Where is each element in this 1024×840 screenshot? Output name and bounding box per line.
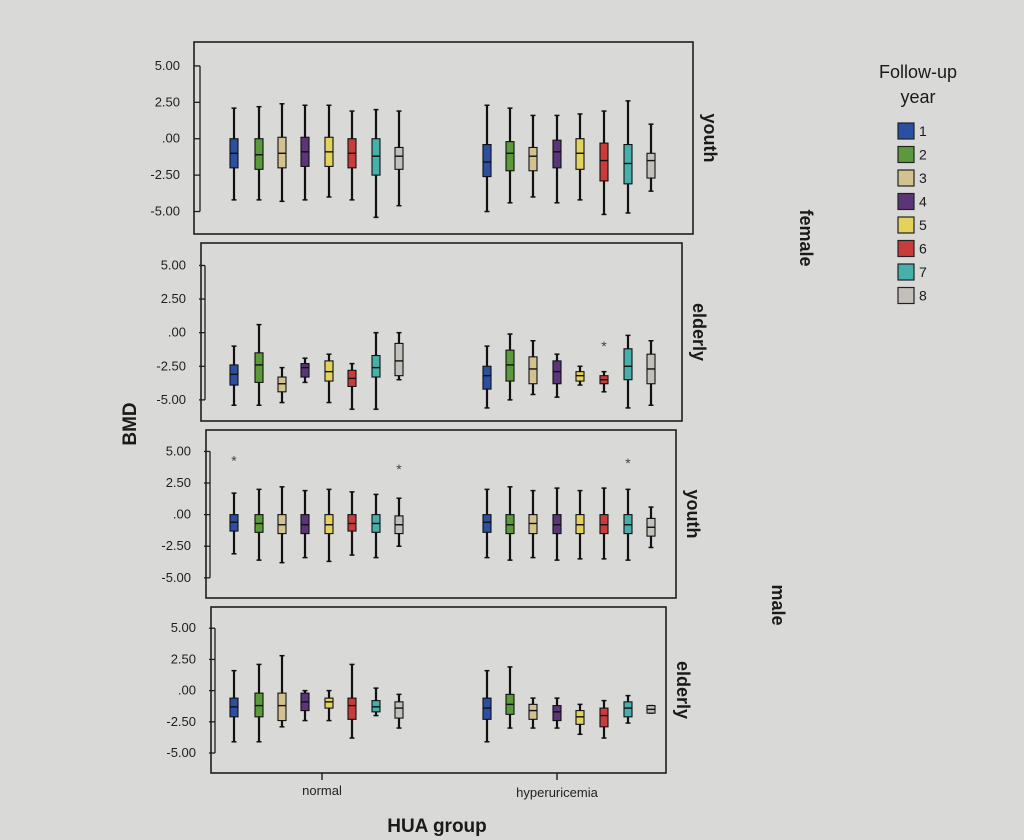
- y-tick-label: .00: [168, 325, 186, 340]
- box-year-8: [394, 146, 404, 170]
- facet-label-youth: youth: [683, 490, 703, 539]
- box-year-1: [482, 514, 492, 533]
- legend-swatch-6: [897, 239, 915, 258]
- panel-frame: [210, 606, 667, 774]
- outlier-marker: *: [396, 461, 402, 477]
- x-axis-title: HUA group: [387, 816, 487, 837]
- legend-swatch-4: [897, 192, 915, 211]
- panel-frame: [200, 242, 683, 422]
- legend-swatch-7: [897, 263, 915, 281]
- y-tick-label: -5.00: [156, 392, 186, 407]
- y-tick-label: .00: [178, 683, 196, 698]
- legend-swatch-2: [897, 145, 915, 164]
- box-year-8: [394, 701, 404, 719]
- y-tick-label: .00: [162, 131, 180, 146]
- y-tick-label: 5.00: [166, 443, 191, 458]
- legend-label-5: 5: [919, 217, 927, 233]
- y-tick-label: 5.00: [171, 620, 196, 635]
- box-year-3: [277, 692, 287, 722]
- panel-female-youth: 5.00 2.50 .00 -2.50 -5.00 youth: [150, 41, 720, 235]
- box-year-2: [505, 141, 515, 172]
- legend-label-7: 7: [919, 264, 927, 280]
- legend-swatch-3: [897, 169, 915, 187]
- legend-items: 1 2 3 4 5 6 7 8: [897, 122, 927, 305]
- y-tick-label: -2.50: [150, 167, 180, 182]
- y-tick-label: -2.50: [156, 358, 186, 373]
- box-year-7: [623, 144, 633, 185]
- box-year-2: [254, 138, 264, 170]
- y-tick-label: 2.50: [171, 651, 196, 666]
- y-tick-label: -5.00: [166, 745, 196, 760]
- box-year-1: [482, 365, 492, 390]
- legend-label-6: 6: [919, 241, 927, 257]
- box-year-3: [528, 356, 538, 385]
- y-tick-label: 2.50: [161, 291, 186, 306]
- legend-label-3: 3: [919, 170, 927, 186]
- y-axis-title: BMD: [120, 402, 141, 445]
- box-year-3: [528, 703, 538, 720]
- legend-title-line2: year: [900, 87, 935, 107]
- box-year-7: [623, 701, 633, 718]
- y-tick-label: -5.00: [161, 570, 191, 585]
- y-tick-label: -2.50: [161, 538, 191, 553]
- box-year-2: [254, 352, 264, 383]
- panel-frame: [205, 429, 677, 599]
- facet-label-elderly: elderly: [673, 661, 693, 719]
- legend-swatch-1: [897, 122, 915, 140]
- outlier-marker: *: [231, 452, 237, 468]
- panel-frame: [193, 41, 694, 235]
- panel-male-elderly: 5.00 2.50 .00 -2.50 -5.00 elderly: [166, 606, 693, 780]
- facet-label-elderly: elderly: [689, 303, 709, 361]
- box-year-4: [552, 139, 562, 169]
- box-year-8: [394, 342, 404, 377]
- box-year-7: [623, 348, 633, 381]
- outer-group-label-female: female: [796, 209, 816, 266]
- box-year-6: [347, 697, 357, 720]
- box-year-7: [371, 138, 381, 176]
- legend-label-4: 4: [919, 194, 927, 210]
- legend-label-1: 1: [919, 123, 927, 139]
- legend-swatch-8: [897, 286, 915, 305]
- box-year-5: [575, 138, 585, 170]
- legend-swatch-5: [897, 216, 915, 234]
- legend: Follow-up year 1 2 3 4 5 6 7 8: [879, 62, 957, 305]
- legend-title-line1: Follow-up: [879, 62, 957, 82]
- box-year-3: [277, 136, 287, 169]
- y-tick-label: 2.50: [155, 94, 180, 109]
- y-tick-label: -2.50: [166, 714, 196, 729]
- box-year-7: [371, 354, 381, 378]
- box-year-3: [528, 146, 538, 172]
- box-year-5: [324, 697, 334, 709]
- panel-male-youth: 5.00 2.50 .00 -2.50 -5.00 youth * * *: [161, 429, 703, 599]
- y-tick-label: 5.00: [161, 257, 186, 272]
- box-year-6: [599, 707, 609, 728]
- facet-label-youth: youth: [700, 114, 720, 163]
- legend-label-8: 8: [919, 288, 927, 304]
- outer-group-label-male: male: [768, 584, 788, 625]
- legend-label-2: 2: [919, 147, 927, 163]
- y-tick-label: .00: [173, 507, 191, 522]
- x-category-label-hyperuricemia: hyperuricemia: [516, 785, 598, 800]
- panels-layer: 5.00 2.50 .00 -2.50 -5.00 youth 5.00 2.50 .00 -2.…: [150, 41, 720, 780]
- box-year-8: [646, 152, 656, 179]
- outlier-marker: *: [601, 338, 607, 354]
- outlier-marker: *: [625, 455, 631, 471]
- x-category-label-normal: normal: [302, 783, 342, 798]
- box-year-4: [552, 705, 562, 722]
- panel-female-elderly: 5.00 2.50 .00 -2.50 -5.00 elderly *: [156, 242, 709, 422]
- y-tick-label: 2.50: [166, 475, 191, 490]
- box-year-1: [482, 144, 492, 178]
- y-tick-label: -5.00: [150, 204, 180, 219]
- box-year-6: [599, 142, 609, 182]
- y-tick-label: 5.00: [155, 58, 180, 73]
- box-year-4: [300, 363, 310, 378]
